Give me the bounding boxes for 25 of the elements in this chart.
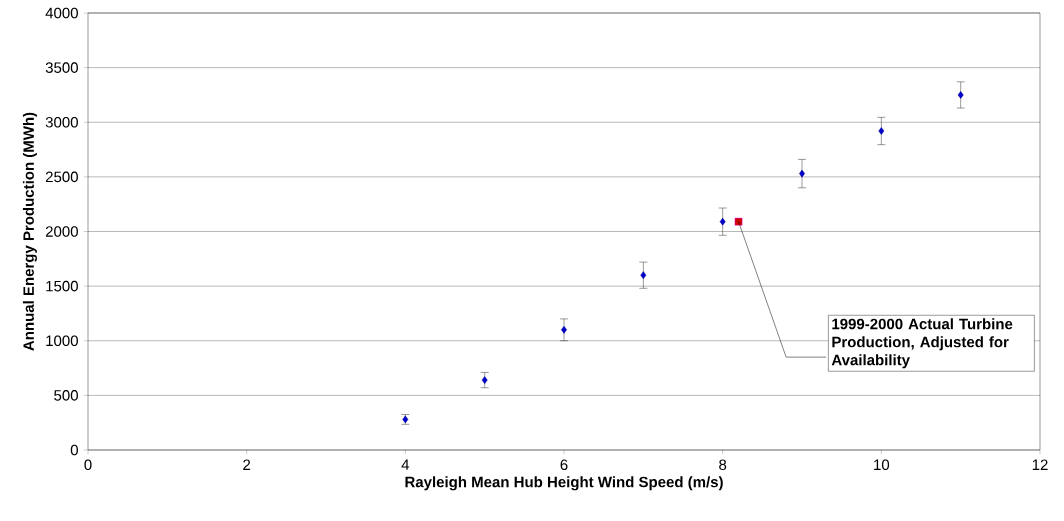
y-tick-label: 2500 bbox=[45, 171, 78, 183]
x-tick-label: 12 bbox=[1032, 459, 1048, 470]
x-tick-label: 8 bbox=[719, 459, 727, 471]
x-axis-title: Rayleigh Mean Hub Height Wind Speed (m/s) bbox=[405, 476, 723, 491]
point bbox=[640, 271, 647, 279]
x-tick-label: 0 bbox=[84, 459, 92, 471]
point bbox=[957, 91, 964, 99]
y-tick-label: 0 bbox=[70, 444, 78, 456]
x-tick-label: 10 bbox=[874, 459, 890, 471]
y-tick-label: 4000 bbox=[45, 7, 78, 19]
annotation: 1999-2000 Actual Turbine Production, Adjusted for Availability bbox=[831, 318, 1013, 369]
point bbox=[561, 326, 567, 334]
y-tick-label: 3500 bbox=[45, 62, 78, 73]
y-axis-title: Annual Energy Production (MWh) bbox=[22, 112, 37, 351]
y-tick-label: 3000 bbox=[45, 116, 78, 128]
x-tick-label: 6 bbox=[560, 459, 568, 471]
x-tick-label: 2 bbox=[243, 459, 251, 470]
point bbox=[719, 217, 726, 226]
y-tick-label: 1500 bbox=[46, 280, 78, 292]
y-tick-label: 500 bbox=[54, 390, 78, 401]
x-tick-label: 4 bbox=[401, 459, 410, 470]
point bbox=[481, 376, 488, 384]
y-tick-label: 1000 bbox=[46, 335, 78, 347]
y-tick-label: 2000 bbox=[45, 226, 78, 237]
point bbox=[878, 127, 885, 135]
